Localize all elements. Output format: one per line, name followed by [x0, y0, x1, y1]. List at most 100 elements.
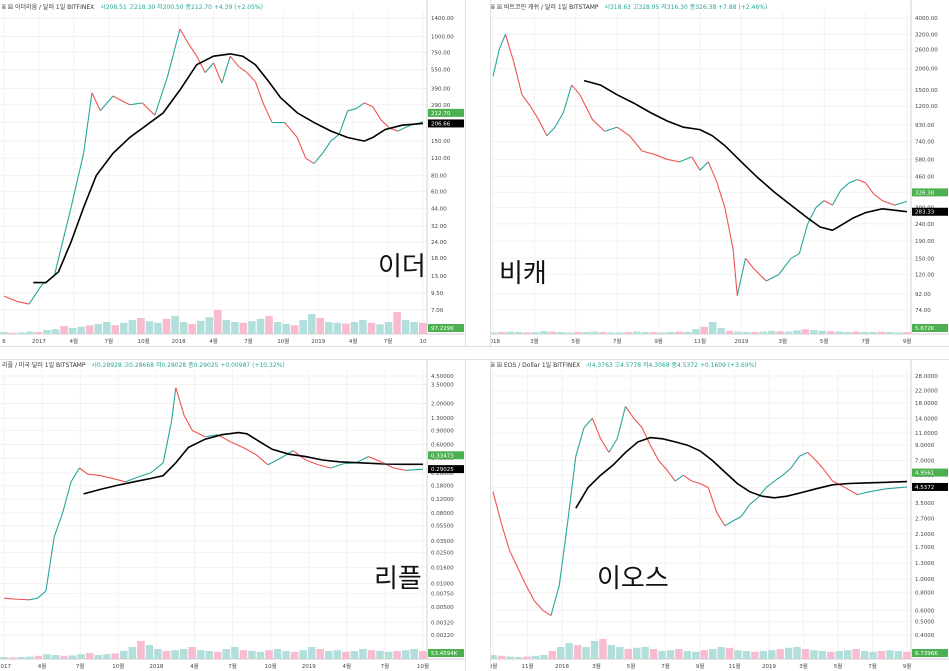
bch-volume-bar [751, 332, 759, 334]
xrp-price-segment [16, 598, 30, 601]
eos-x-tick-label: 9월 [489, 662, 497, 670]
xrp-volume-bar [222, 649, 231, 659]
eth-price-segment [330, 133, 340, 142]
bch-volume-bar [599, 332, 607, 334]
eth-price-segment [196, 55, 206, 73]
xrp-volume-bar [205, 651, 213, 659]
xrp-price-segment [79, 467, 89, 475]
bch-volume-bar [540, 331, 548, 334]
eth-y-tick-label: 150.00 [431, 139, 451, 145]
xrp-x-tick-label: 10월 [112, 662, 124, 670]
eth-volume-bar [273, 322, 282, 334]
eos-volume-bar [818, 651, 827, 659]
eos-price-segment [633, 417, 643, 429]
eos-y-tick-label: 0.6000 [915, 608, 935, 614]
bch-price-segment [857, 179, 866, 184]
bch-price-segment [831, 189, 842, 206]
xrp-y-tick-label: 0.00220 [431, 633, 454, 639]
eth-price-segment [355, 102, 365, 110]
eth-volume-bar [342, 323, 350, 334]
xrp-y-tick-label: 0.01000 [431, 582, 454, 588]
eth-volume-bar [34, 332, 43, 334]
bch-volume-bar [886, 332, 894, 334]
xrp-volume-bar [376, 651, 384, 659]
bch-price-badge-bg [912, 188, 948, 197]
eos-volume-bar [514, 657, 523, 659]
xrp-volume-badge-bg [428, 649, 464, 657]
eos-price-segment [869, 488, 887, 493]
eth-volume-bar [0, 332, 9, 334]
eth-y-tick-label: 13.00 [431, 274, 447, 280]
eth-volume-bar [196, 320, 205, 334]
bch-price-segment [513, 61, 523, 95]
eos-volume-bar [725, 647, 734, 659]
xrp-price-segment [380, 461, 394, 469]
bch-volume-bar [607, 332, 616, 334]
xrp-big-label: 리플 [374, 564, 422, 594]
bch-price-segment [724, 207, 734, 250]
xrp-volume-bar [214, 651, 222, 659]
bch-volume-bar [565, 332, 573, 334]
bch-price-segment [616, 126, 630, 137]
eth-price-segment [70, 153, 85, 208]
eos-price-segment [732, 515, 742, 522]
xrp-y-tick-label: 0.90000 [431, 429, 454, 435]
bch-y-tick-label: 580.00 [915, 157, 935, 163]
xrp-y-tick-label: 0.00320 [431, 620, 454, 626]
xrp-x-tick-label: 10월 [265, 662, 277, 670]
eos-price-segment [533, 600, 544, 611]
xrp-price-segment [355, 456, 369, 464]
vertical-divider [465, 0, 491, 671]
eos-price-badge: 4.5372 [915, 485, 934, 491]
eth-y-tick-label: 550.00 [431, 67, 451, 73]
eth-volume-bar [359, 320, 367, 334]
eth-volume-bar [333, 322, 342, 334]
eos-y-tick-label: 1.0000 [915, 577, 935, 583]
bch-volume-bar [700, 326, 708, 334]
xrp-volume-bar [128, 647, 137, 659]
eth-x-tick-label: 2018 [172, 339, 186, 345]
xrp-price-segment [150, 462, 164, 474]
eos-y-tick-label: 2.1000 [915, 532, 935, 538]
bch-chart-panel[interactable]: ⅲ ☒ 비트코인 캐쉬 / 달러 1일 BITSTAMP 시318.63 고32… [489, 0, 949, 346]
eos-price-segment [583, 417, 593, 429]
bch-volume-bar [624, 332, 632, 334]
bch-y-tick-label: 190.00 [915, 239, 935, 245]
xrp-price-badge: 0.29025 [431, 467, 454, 473]
eth-volume-bar [282, 324, 290, 334]
eos-volume-bar [607, 645, 616, 659]
eos-volume-bar [801, 649, 810, 659]
xrp-y-tick-label: 0.01600 [431, 566, 454, 572]
xrp-volume-bar [196, 650, 205, 659]
bch-price-segment [546, 126, 556, 137]
bch-x-tick-label: 2018 [489, 339, 500, 345]
eth-volume-bar [154, 322, 162, 334]
bch-big-label: 비캐 [499, 259, 547, 289]
xrp-volume-bar [60, 655, 68, 659]
eos-volume-bar [531, 655, 540, 659]
xrp-volume-bar [162, 651, 171, 659]
eth-volume-bar [77, 326, 85, 334]
bch-price-segment [707, 161, 718, 182]
bch-price-segment [554, 112, 564, 128]
bch-price-segment [790, 253, 800, 259]
eos-chart-panel[interactable]: ⅲ ☒ EOS / Dollar 1일 BITFINEX 시4.3763 고4.… [489, 358, 949, 671]
eos-volume-bar [565, 643, 573, 659]
xrp-price-segment [137, 472, 151, 478]
eth-price-segment [204, 62, 214, 73]
eth-volume-bar [51, 329, 60, 334]
eth-volume-bar [316, 318, 325, 334]
eos-price-segment [716, 511, 726, 527]
xrp-chart-panel[interactable]: 리플 / 미국 달러 1일 BITSTAMP 시0.28928 고0.28668… [0, 358, 465, 671]
eos-volume-bar [692, 651, 700, 659]
eos-volume-bar [827, 651, 835, 659]
eos-volume-bar [557, 647, 565, 659]
bch-y-tick-label: 240.00 [915, 222, 935, 228]
eos-volume-bar [751, 651, 759, 659]
eth-price-badge: 206.66 [431, 121, 451, 127]
bch-price-segment [538, 119, 548, 137]
bch-price-segment [691, 156, 701, 171]
eos-price-segment [525, 585, 535, 602]
eth-chart-panel[interactable]: ⅲ ☒ 이더리움 / 달러 1일 BITFINEX 시208.51 고218.3… [0, 0, 465, 346]
eth-price-segment [254, 81, 265, 105]
